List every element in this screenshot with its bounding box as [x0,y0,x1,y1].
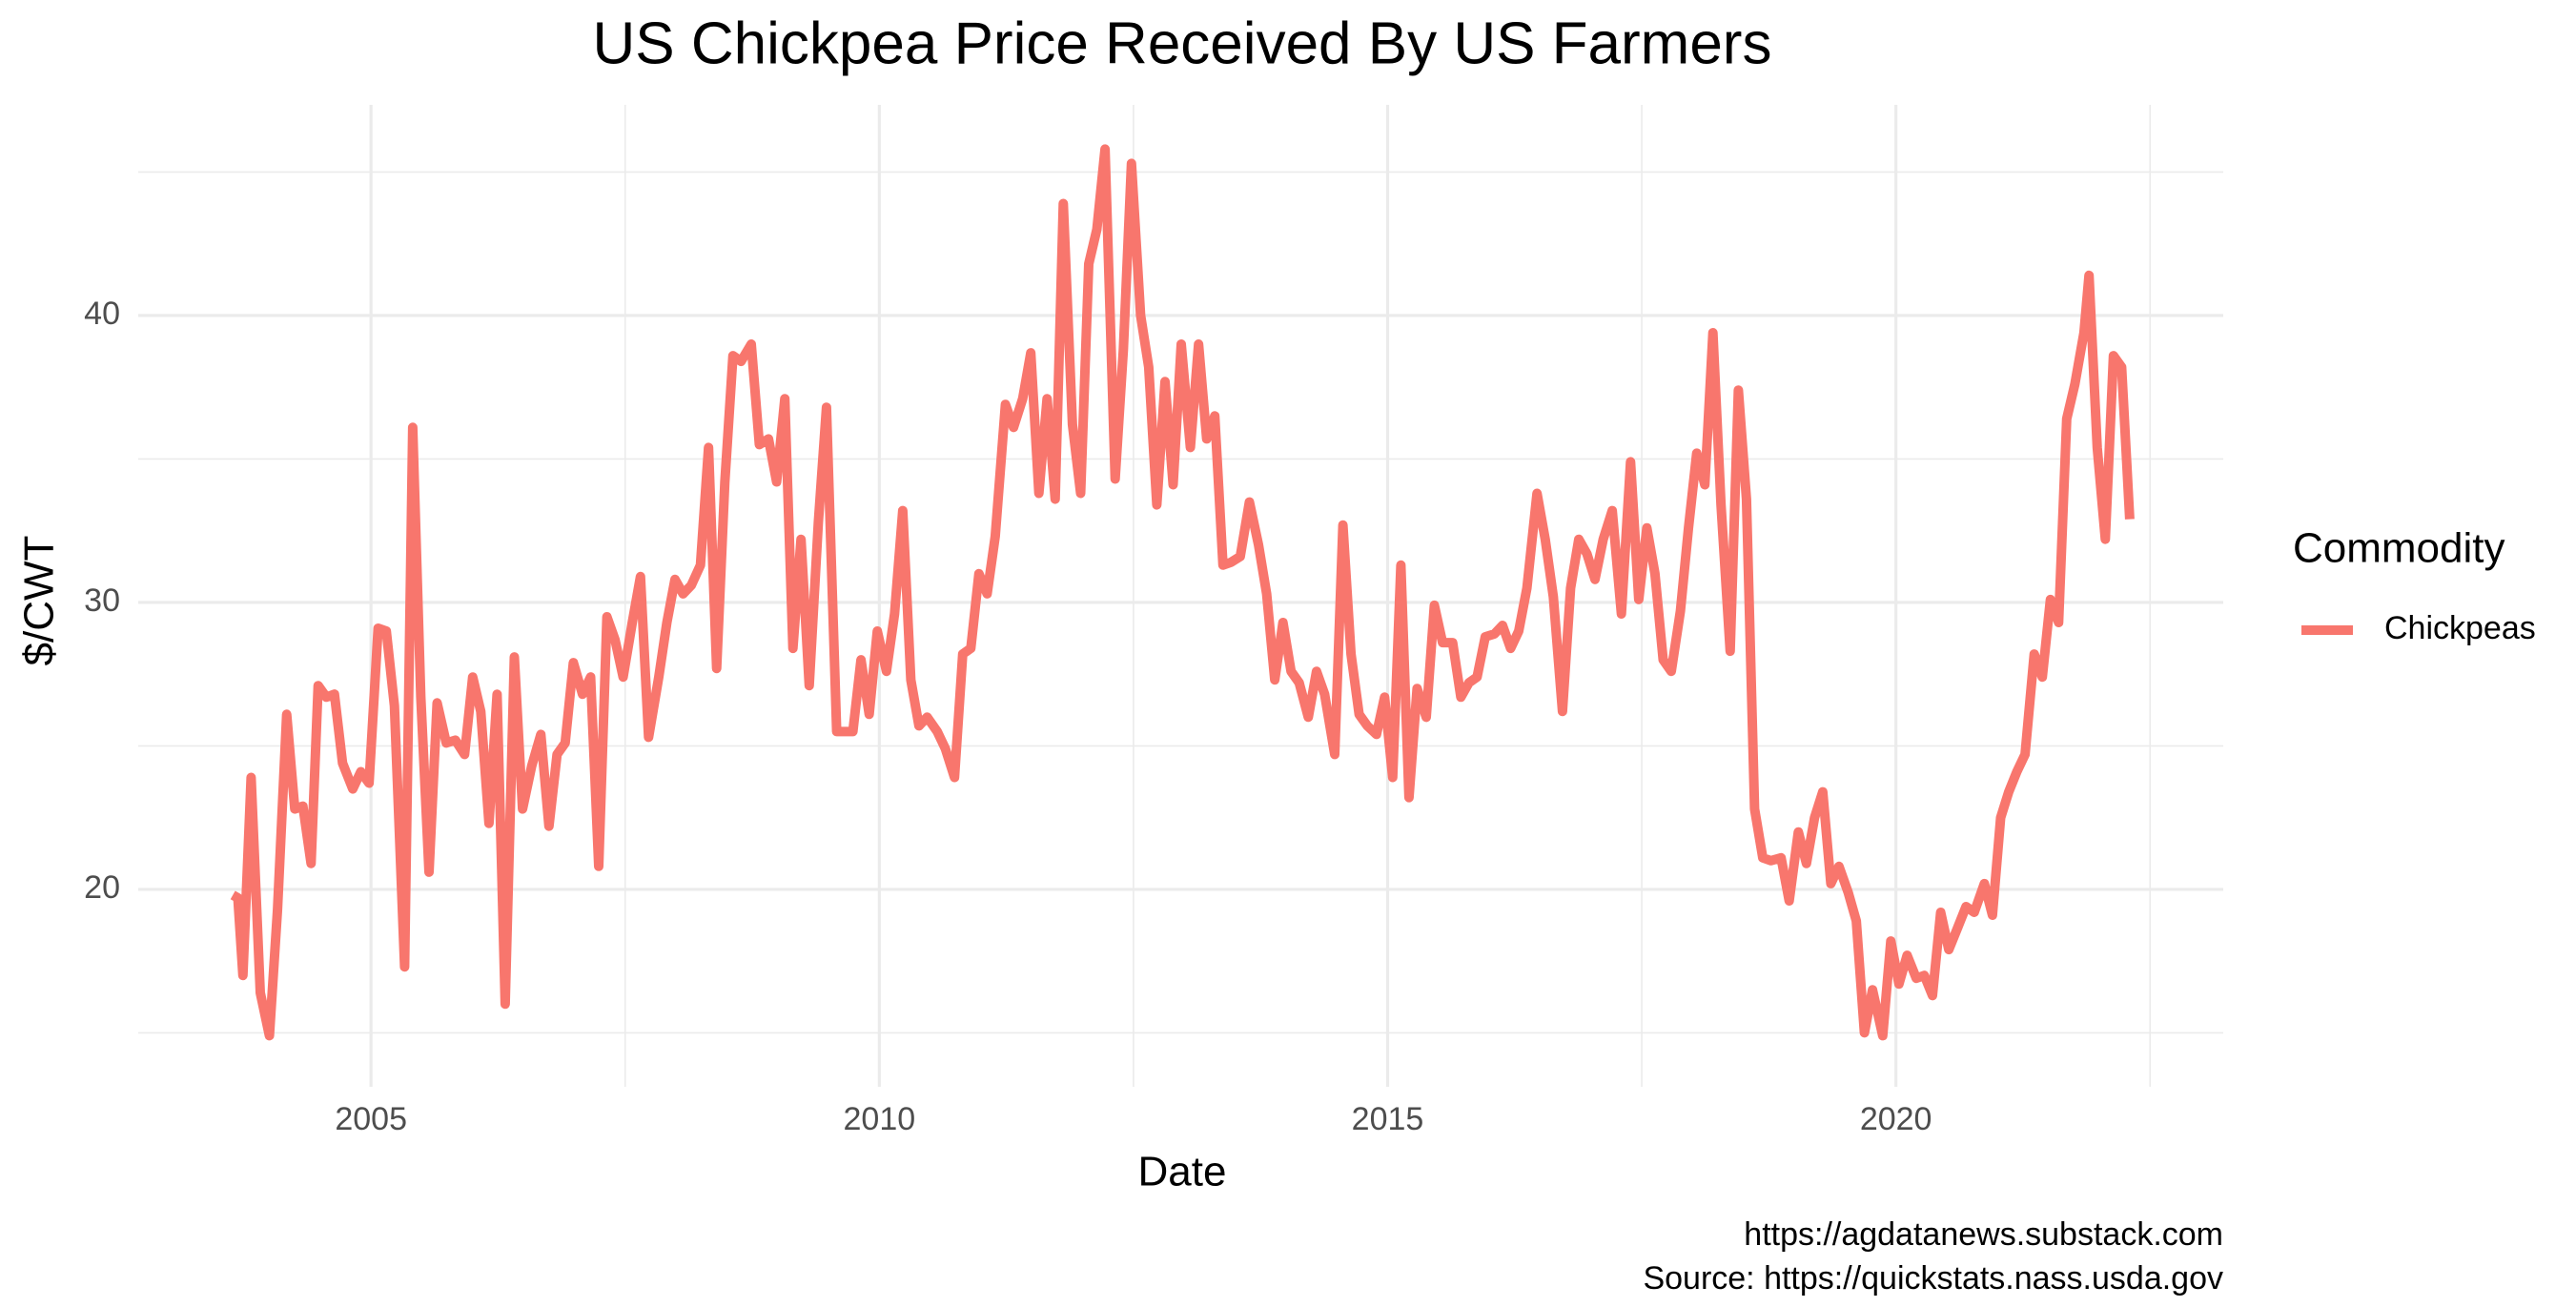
grid [138,105,2223,1087]
y-tick-label: 40 [84,296,120,332]
caption: https://agdatanews.substack.com [1744,1216,2223,1253]
x-tick-label: 2005 [335,1101,407,1137]
x-tick-label: 2010 [844,1101,916,1137]
chart-title: US Chickpea Price Received By US Farmers [593,10,1772,76]
y-tick-label: 30 [84,582,120,619]
y-axis-label: $/CWT [16,536,63,666]
x-tick-label: 2020 [1860,1101,1932,1137]
data-line [230,144,2135,1041]
x-axis-label: Date [1138,1149,1227,1195]
legend-title: Commodity [2293,525,2505,572]
caption: Source: https://quickstats.nass.usda.gov [1643,1260,2223,1297]
plot-area [230,144,2135,1041]
y-tick-label: 20 [84,869,120,906]
x-tick-label: 2015 [1352,1101,1424,1137]
legend-label: Chickpeas [2384,610,2536,646]
